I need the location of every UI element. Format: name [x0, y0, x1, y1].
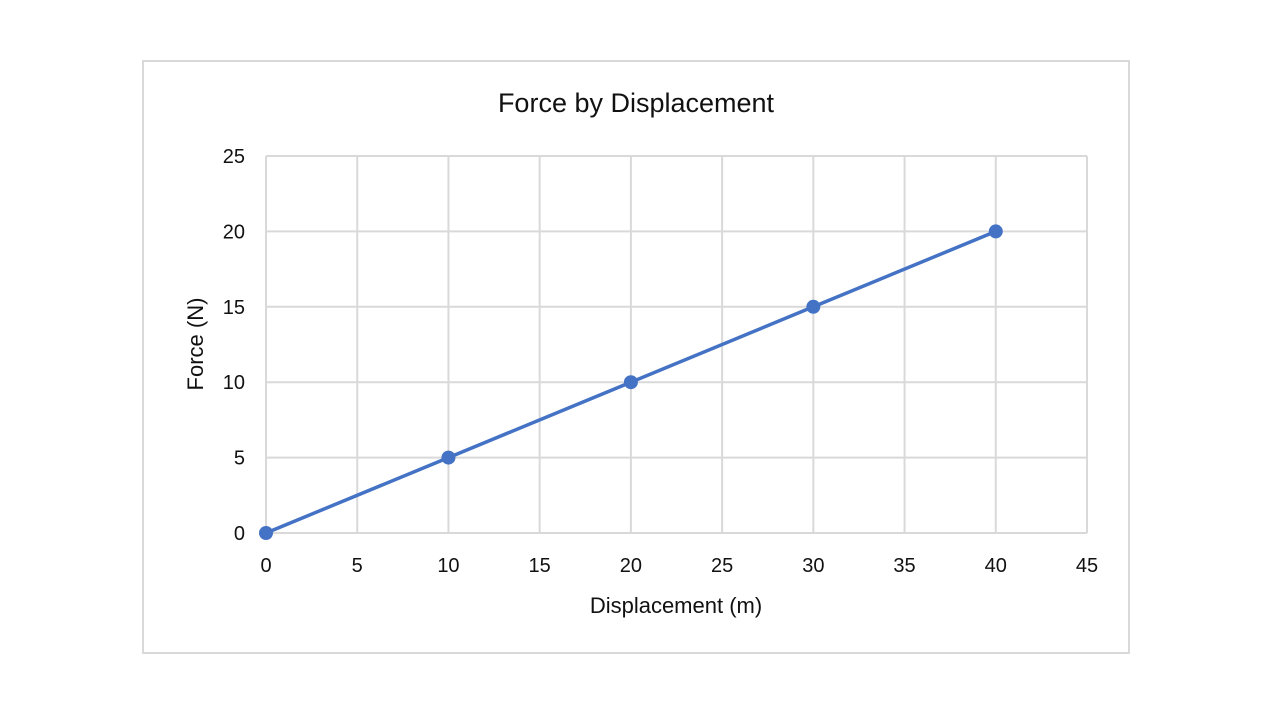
- y-tick-label: 5: [234, 448, 245, 470]
- x-axis-title: Displacement (m): [590, 593, 762, 618]
- data-points: [259, 224, 1003, 540]
- y-tick-label: 15: [223, 297, 245, 319]
- x-tick-label: 10: [437, 555, 459, 577]
- data-point: [806, 299, 821, 314]
- chart-area: [142, 60, 1130, 654]
- x-tick-label: 45: [1076, 555, 1098, 577]
- gridlines: [265, 155, 1088, 534]
- data-point: [441, 450, 456, 465]
- x-tick-label: 5: [352, 555, 363, 577]
- y-tick-label: 10: [223, 372, 245, 394]
- y-tick-label: 0: [234, 523, 245, 545]
- data-point: [988, 224, 1003, 239]
- data-point: [259, 526, 273, 540]
- x-tick-label: 35: [893, 555, 915, 577]
- x-tick-label: 0: [260, 555, 271, 577]
- x-tick-label: 25: [711, 555, 733, 577]
- x-tick-label: 15: [529, 555, 551, 577]
- y-tick-label: 25: [223, 146, 245, 168]
- chart-title: Force by Displacement: [498, 88, 775, 118]
- x-tick-label: 40: [985, 555, 1007, 577]
- x-axis-tick-labels: 0 5 10 15 20 25 30 35 40 45: [260, 555, 1098, 577]
- y-axis-title: Force (N): [183, 298, 208, 391]
- y-tick-label: 20: [223, 221, 245, 243]
- data-point: [623, 375, 638, 390]
- x-tick-label: 30: [802, 555, 824, 577]
- x-tick-label: 20: [620, 555, 642, 577]
- y-axis-tick-labels: 0 5 10 15 20 25: [223, 146, 245, 545]
